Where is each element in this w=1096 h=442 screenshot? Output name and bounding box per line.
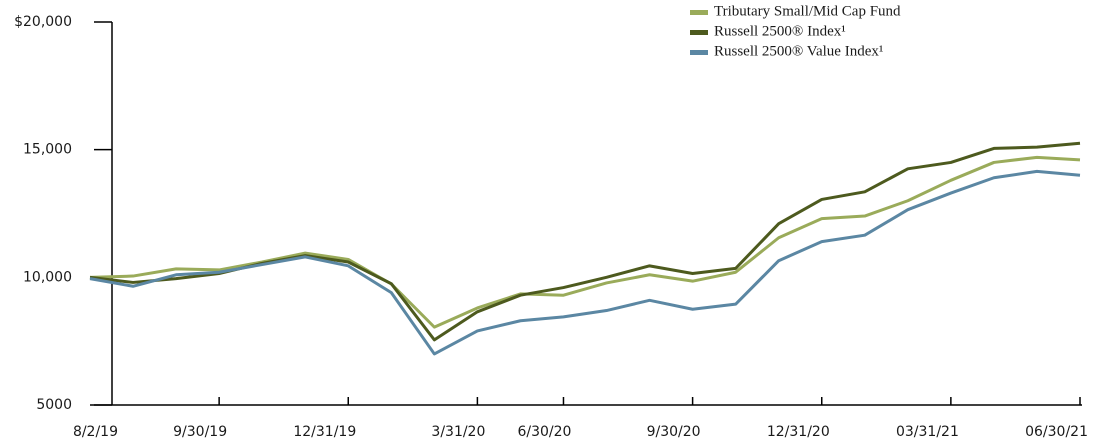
y-tick-label: $20,000 [14, 14, 72, 30]
line-series [89, 169, 1081, 356]
y-tick-label: 10,000 [23, 269, 72, 285]
y-tick-label: 15,000 [23, 142, 72, 158]
x-tick-label: 03/31/21 [896, 424, 959, 440]
legend-label: Russell 2500® Index¹ [714, 23, 846, 39]
x-tick-label: 6/30/20 [517, 424, 571, 440]
x-tick-label: 9/30/19 [173, 424, 227, 440]
x-tick-label: 9/30/20 [647, 424, 701, 440]
x-tick-label: 3/31/20 [431, 424, 485, 440]
legend-swatch [690, 10, 708, 15]
line-series [89, 141, 1081, 342]
y-tick-label: 5000 [36, 397, 72, 413]
x-tick-label: 12/31/20 [767, 424, 830, 440]
x-tick-label: 8/2/19 [73, 424, 118, 440]
x-tick-label: 12/31/19 [293, 424, 356, 440]
x-tick-label: 06/30/21 [1025, 424, 1088, 440]
legend-swatch [690, 50, 708, 55]
legend-label: Tributary Small/Mid Cap Fund [714, 3, 901, 19]
line-series [89, 155, 1081, 329]
legend-swatch [690, 30, 708, 35]
legend-label: Russell 2500® Value Index¹ [714, 43, 883, 59]
